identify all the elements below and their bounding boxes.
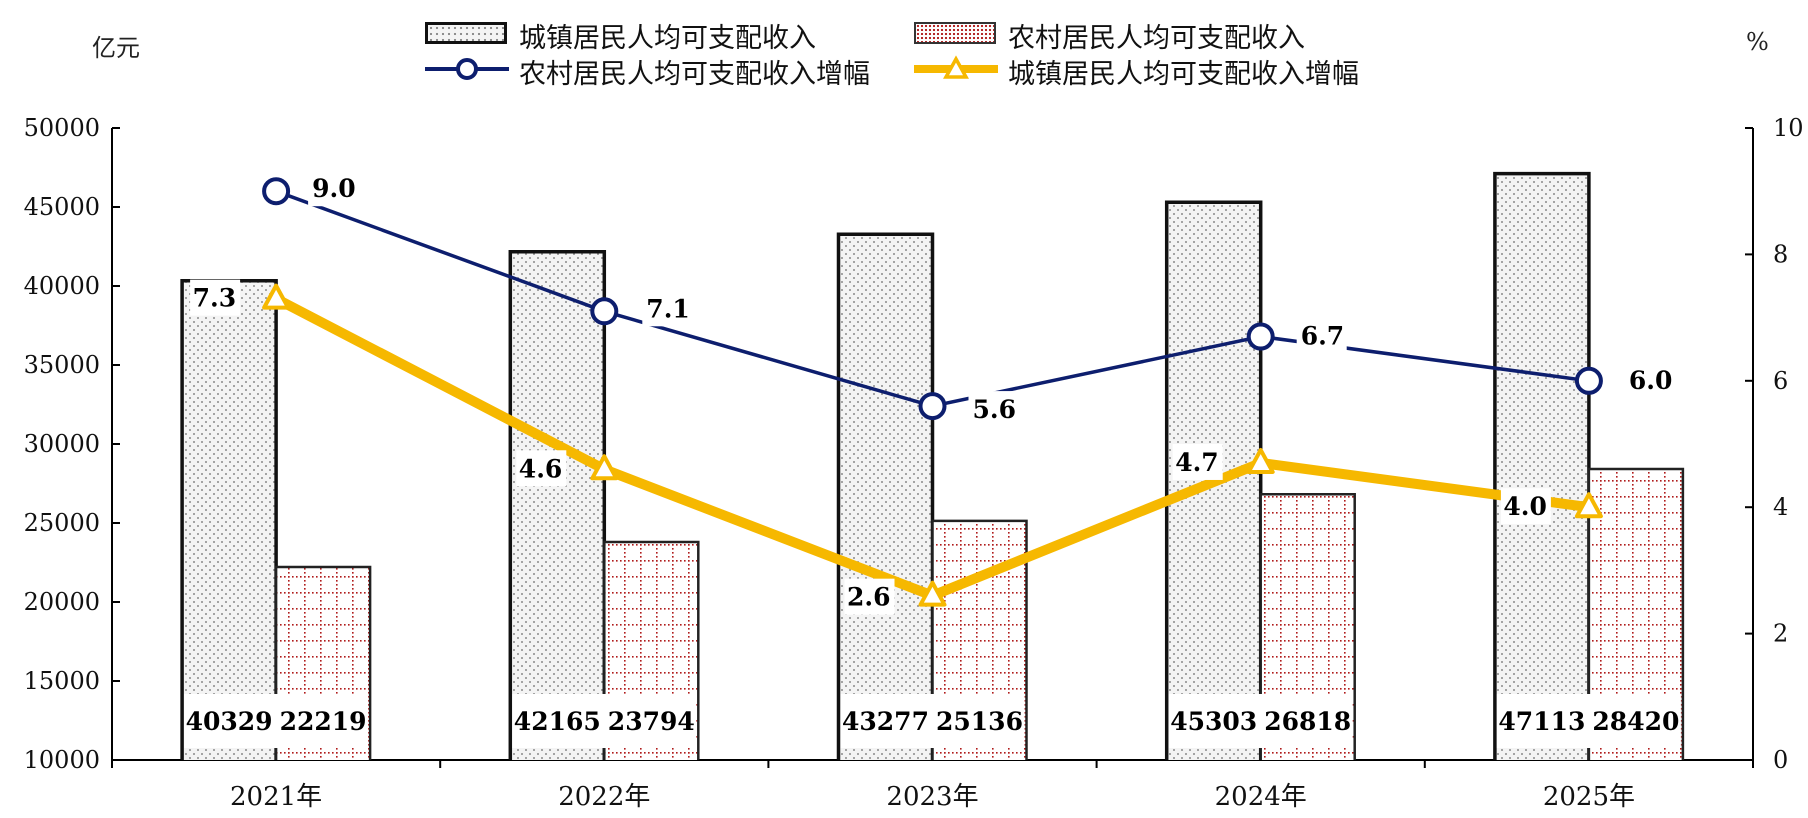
- legend-line-rural-growth: [425, 58, 509, 80]
- urban-income-value-label: 43277: [842, 707, 929, 736]
- urban-growth-data-label: 4.0: [1503, 492, 1547, 521]
- rural-growth-marker: [262, 177, 291, 206]
- right-axis-tick-label: 0: [1773, 746, 1788, 774]
- urban-growth-label-bg: [844, 578, 895, 615]
- rural-growth-marker: [590, 297, 619, 326]
- urban-income-value-label: 40329: [186, 707, 273, 736]
- rural-income-bar-outline: [274, 565, 372, 760]
- urban-income-value-label: 47113: [1498, 707, 1585, 736]
- bar-value-label-box: [1496, 694, 1681, 748]
- legend-swatch-urban-income: [425, 22, 507, 44]
- legend: 城镇居民人均可支配收入 农村居民人均可支配收入 农村居民人均可支配收入增幅 城镇…: [0, 0, 1808, 90]
- bar-value-label-box: [1168, 694, 1353, 748]
- urban-growth-label-bg: [190, 279, 241, 316]
- rural-income-bar-outline: [931, 519, 1028, 760]
- urban-growth-marker: [1574, 492, 1603, 519]
- left-axis-tick-label: 30000: [24, 430, 100, 458]
- urban-income-bar: [510, 251, 605, 760]
- rural-growth-label-bg: [1624, 361, 1675, 398]
- x-axis-category-label: 2025年: [1543, 782, 1635, 812]
- rural-income-value-label: 25136: [936, 707, 1023, 736]
- urban-income-bar-outline: [836, 232, 935, 760]
- rural-income-bar-outline: [1587, 467, 1685, 760]
- urban-growth-data-label: 4.7: [1175, 448, 1219, 477]
- urban-growth-label-bg: [516, 450, 567, 487]
- rural-income-value-label: 23794: [608, 707, 695, 736]
- left-axis-unit: 亿元: [92, 34, 140, 62]
- right-axis-unit: %: [1746, 28, 1769, 56]
- x-axis-category-label: 2024年: [1215, 782, 1307, 812]
- right-axis-tick-label: 8: [1773, 240, 1788, 268]
- urban-income-bar-outline: [508, 250, 607, 760]
- urban-growth-marker: [918, 580, 947, 607]
- urban-income-bar: [838, 234, 933, 761]
- legend-line-urban-growth: [914, 55, 998, 79]
- rural-income-value-label: 28420: [1592, 707, 1679, 736]
- urban-growth-data-label: 7.3: [193, 284, 237, 313]
- left-axis-tick-label: 50000: [24, 114, 100, 142]
- urban-growth-label-bg: [1172, 443, 1223, 480]
- rural-growth-marker: [918, 392, 947, 421]
- rural-growth-data-label: 6.7: [1301, 322, 1345, 351]
- right-axis-tick-label: 2: [1773, 620, 1788, 648]
- left-axis-tick-label: 15000: [24, 667, 100, 695]
- rural-growth-label-bg: [308, 170, 359, 207]
- legend-label-rural-growth: 农村居民人均可支配收入增幅: [519, 59, 870, 90]
- legend-swatch-rural-income: [914, 22, 996, 44]
- rural-income-bar-outline: [1259, 493, 1356, 760]
- rural-growth-label-bg: [642, 290, 693, 327]
- left-axis-tick-label: 35000: [24, 351, 100, 379]
- urban-growth-marker: [590, 454, 619, 481]
- urban-growth-marker: [262, 283, 291, 310]
- left-axis-tick-label: 10000: [24, 746, 100, 774]
- left-axis-tick-label: 25000: [24, 509, 100, 537]
- bar-value-label-box: [512, 694, 697, 748]
- urban-income-bar: [1494, 173, 1589, 760]
- rural-income-bar-outline: [603, 540, 700, 760]
- rural-growth-label-bg: [968, 391, 1019, 428]
- left-axis-tick-label: 45000: [24, 193, 100, 221]
- rural-growth-data-label: 7.1: [646, 294, 690, 323]
- rural-growth-data-label: 6.0: [1629, 366, 1673, 395]
- x-axis-category-label: 2021年: [230, 782, 322, 812]
- urban-income-bar-outline: [1493, 171, 1591, 760]
- right-axis-tick-label: 4: [1773, 493, 1788, 521]
- urban-income-value-label: 42165: [514, 707, 601, 736]
- rural-income-value-label: 26818: [1264, 707, 1351, 736]
- urban-growth-data-label: 4.6: [519, 454, 563, 483]
- legend-label-rural-income: 农村居民人均可支配收入: [1008, 23, 1305, 54]
- left-axis-tick-label: 20000: [24, 588, 100, 616]
- rural-growth-marker: [1246, 322, 1275, 351]
- rural-income-value-label: 22219: [280, 707, 367, 736]
- right-axis-tick-label: 10: [1773, 114, 1804, 142]
- rural-growth-label-bg: [1296, 317, 1347, 354]
- urban-growth-label-bg: [1500, 488, 1551, 525]
- urban-income-value-label: 45303: [1170, 707, 1257, 736]
- legend-label-urban-income: 城镇居民人均可支配收入: [519, 23, 816, 54]
- urban-growth-marker: [1246, 447, 1275, 474]
- rural-growth-data-label: 9.0: [312, 174, 356, 203]
- bar-value-label-box: [840, 694, 1025, 748]
- x-axis-category-label: 2022年: [558, 782, 650, 812]
- rural-growth-marker: [1574, 366, 1603, 395]
- urban-income-bar-outline: [1164, 200, 1263, 760]
- right-axis-tick-label: 6: [1773, 367, 1788, 395]
- rural-growth-data-label: 5.6: [973, 395, 1017, 424]
- x-axis-category-label: 2023年: [886, 782, 978, 812]
- left-axis-tick-label: 40000: [24, 272, 100, 300]
- legend-label-urban-growth: 城镇居民人均可支配收入增幅: [1008, 59, 1359, 90]
- urban-growth-data-label: 2.6: [847, 583, 891, 612]
- bar-value-label-box: [184, 694, 369, 748]
- urban-income-bar: [182, 280, 277, 760]
